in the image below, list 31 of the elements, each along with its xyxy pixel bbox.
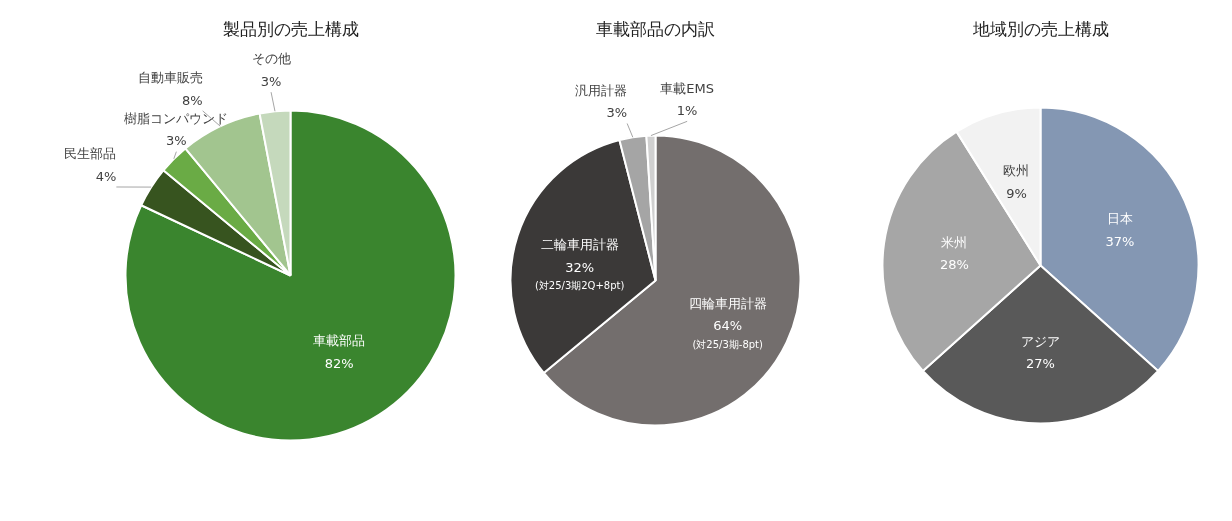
text: (対25/3期-8pt) [692,338,763,350]
data-label: 28% [940,257,969,273]
slice-label: 米州 [941,234,968,250]
data-label: 8% [182,92,203,108]
data-label: 4% [95,168,117,184]
data-label: 1% [676,103,698,119]
data-label: 3% [606,105,628,121]
data-label: 3% [260,73,282,89]
chart-title: 地域別の売上構成 [971,18,1109,39]
slice-label: 四輪車用計器 [688,295,767,311]
slice-label: 車載部品 [313,333,366,349]
data-label: 82% [324,355,354,371]
slice-label: その他 [251,51,291,67]
slice-label: 自動車販売 [137,70,203,86]
text: (対25/3期2Q+8pt) [534,280,625,292]
slice-label: 樹脂コンパウンド [124,110,229,126]
slice-label: 汎用計器 [575,82,628,98]
chart-title: 製品別の売上構成 [222,18,359,39]
chart-title: 車載部品の内訳 [596,18,715,39]
data-label: 37% [1105,233,1135,249]
slice-label: アジア [1021,333,1060,349]
data-label: 3% [166,133,187,149]
slice-label: 民生部品 [64,146,117,162]
data-label: 9% [1006,185,1027,201]
slice-label: 車載EMS [660,80,714,96]
data-label: 27% [1026,356,1055,372]
slice-label: 日本 [1106,211,1133,227]
data-label: 64% [713,318,743,334]
data-label: 32% [565,259,595,275]
slice-label: 二輪車用計器 [540,237,619,253]
slice-label: 欧州 [1003,163,1030,179]
